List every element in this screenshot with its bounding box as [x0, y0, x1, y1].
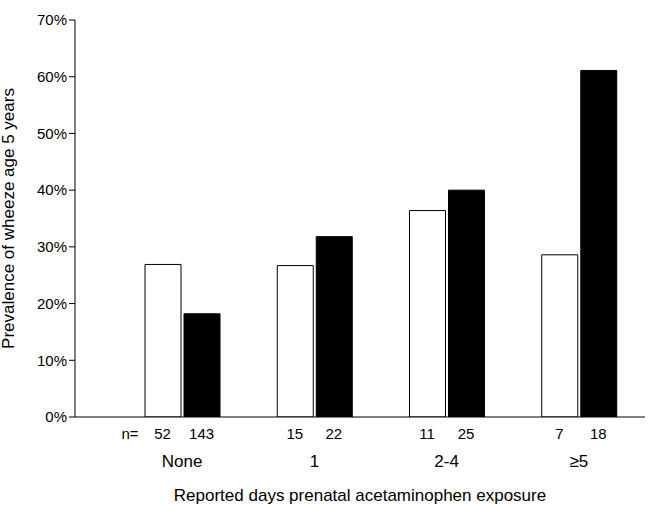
- svg-text:n=: n=: [122, 425, 139, 442]
- svg-text:0%: 0%: [45, 408, 67, 425]
- svg-text:70%: 70%: [37, 11, 67, 28]
- svg-text:7: 7: [555, 425, 563, 442]
- svg-text:60%: 60%: [37, 68, 67, 85]
- svg-text:Prevalence of wheeze age 5 yea: Prevalence of wheeze age 5 years: [8, 88, 18, 349]
- svg-text:143: 143: [189, 425, 214, 442]
- svg-text:10%: 10%: [37, 352, 67, 369]
- svg-text:15: 15: [287, 425, 304, 442]
- svg-text:20%: 20%: [37, 295, 67, 312]
- svg-text:≥5: ≥5: [569, 452, 588, 471]
- svg-text:30%: 30%: [37, 238, 67, 255]
- svg-text:40%: 40%: [37, 181, 67, 198]
- svg-text:2-4: 2-4: [434, 452, 459, 471]
- svg-text:52: 52: [154, 425, 171, 442]
- svg-text:25: 25: [458, 425, 475, 442]
- svg-text:11: 11: [419, 425, 435, 442]
- svg-text:50%: 50%: [37, 125, 67, 142]
- svg-text:1: 1: [310, 452, 319, 471]
- svg-text:Reported days prenatal acetami: Reported days prenatal acetaminophen exp…: [174, 486, 546, 505]
- svg-text:22: 22: [326, 425, 343, 442]
- svg-text:18: 18: [590, 425, 607, 442]
- svg-text:None: None: [162, 452, 203, 471]
